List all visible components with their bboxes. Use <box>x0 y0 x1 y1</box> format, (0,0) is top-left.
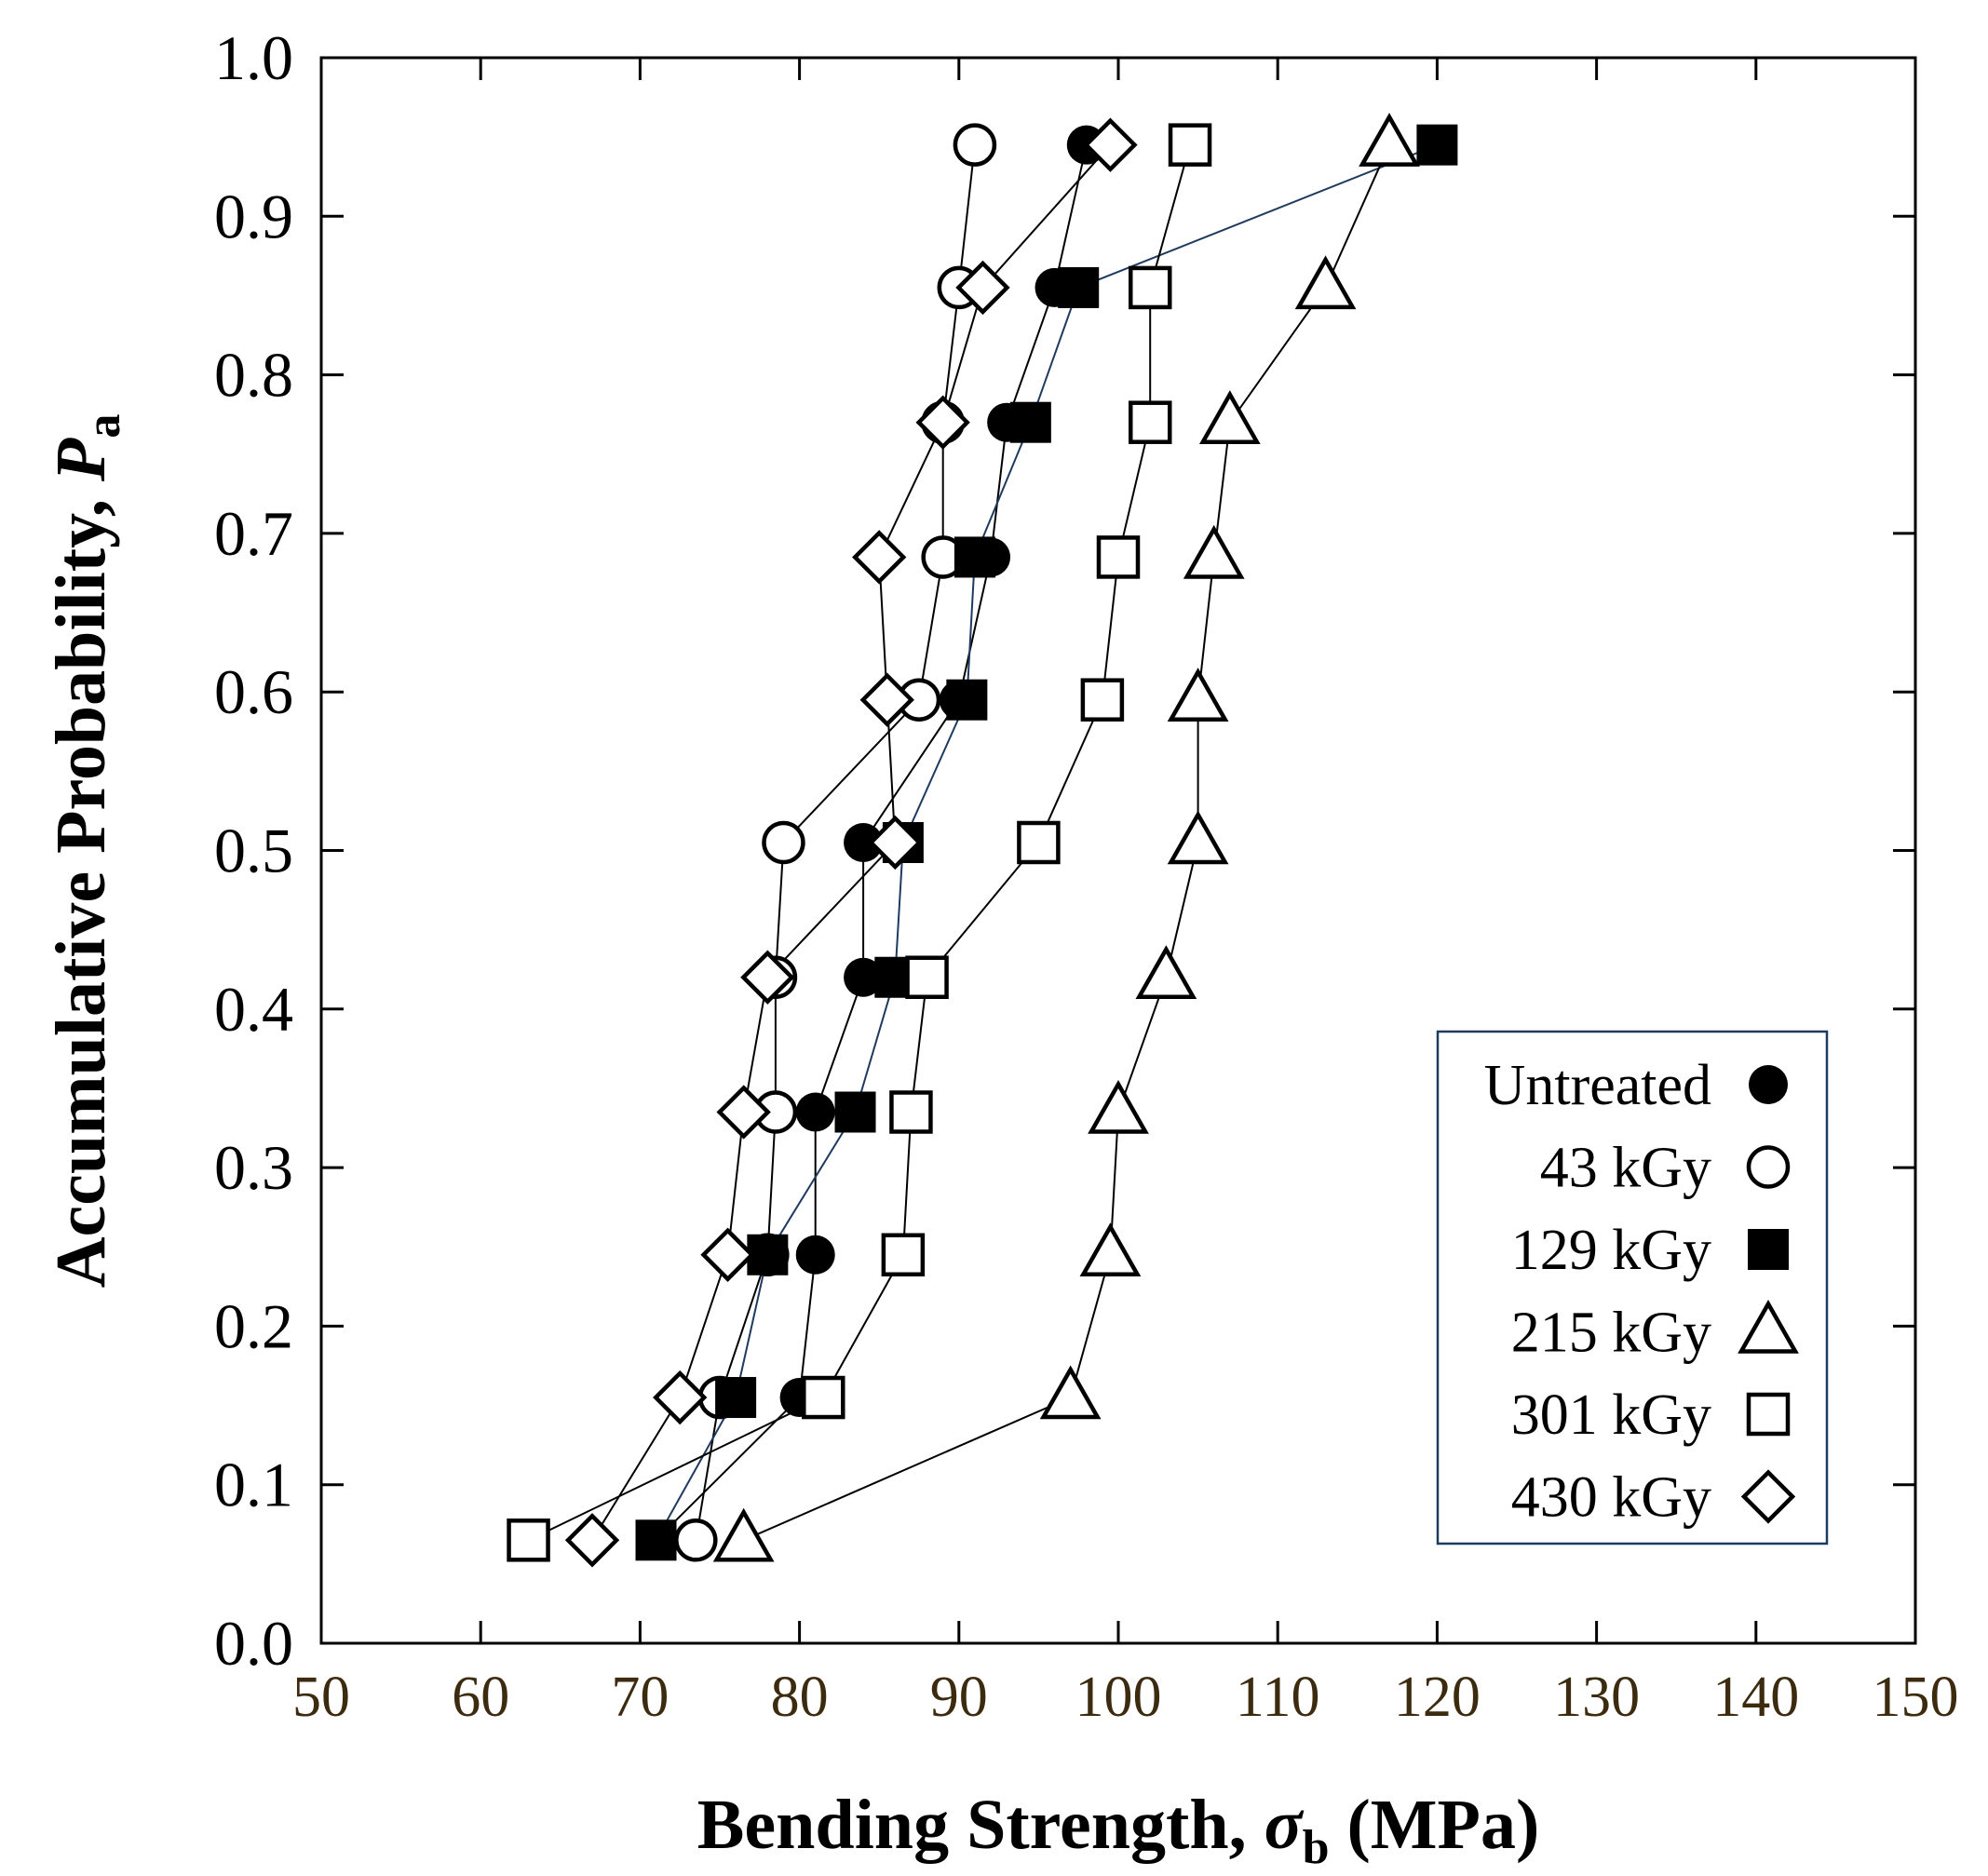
data-point <box>740 950 795 1005</box>
legend-marker <box>1749 1065 1788 1104</box>
x-tick-label: 80 <box>771 1666 829 1729</box>
data-point <box>1017 820 1061 865</box>
x-tick-label: 90 <box>930 1666 988 1729</box>
y-tick-label: 0.5 <box>214 816 293 886</box>
data-point <box>1009 401 1051 443</box>
legend-label: 43 kGy <box>1540 1137 1711 1200</box>
legend-box <box>1436 1030 1829 1545</box>
data-point <box>1079 1222 1142 1277</box>
legend-label: 430 kGy <box>1511 1466 1711 1530</box>
x-tick-label: 70 <box>611 1666 669 1729</box>
data-point <box>1167 668 1229 722</box>
y-tick-label: 0.8 <box>214 340 293 411</box>
data-point <box>1183 524 1245 579</box>
data-point <box>889 1090 933 1134</box>
series-line-43-kgy <box>695 144 976 1541</box>
data-point <box>507 1518 550 1562</box>
legend-label: 215 kGy <box>1511 1302 1711 1365</box>
data-point <box>1096 535 1141 579</box>
x-tick-label: 100 <box>1075 1666 1162 1729</box>
data-point <box>1198 390 1261 444</box>
series-301-kgy <box>507 123 1212 1562</box>
data-point <box>844 957 884 997</box>
data-point <box>653 1370 708 1425</box>
data-point <box>915 395 970 450</box>
x-tick-label: 120 <box>1394 1666 1481 1729</box>
data-point <box>700 1227 755 1282</box>
data-point <box>1088 1079 1149 1134</box>
data-point <box>1294 255 1357 310</box>
legend: Untreated 43 kGy 129 kGy 215 kGy 301 kGy 430 … <box>1436 1030 1829 1545</box>
data-point <box>834 1091 876 1133</box>
legend-label: 129 kGy <box>1511 1219 1711 1282</box>
series-43-kgy <box>674 123 997 1562</box>
data-point <box>1083 117 1138 172</box>
data-point <box>564 1513 620 1568</box>
series-215-kgy <box>712 113 1420 1562</box>
data-point <box>1168 123 1212 167</box>
y-tick-label: 0.2 <box>214 1290 293 1361</box>
data-point <box>1128 265 1172 310</box>
axis-ticks: 50 60 70 80 90 100 110 120 130 140 150 0.0 0.1 0.2 0.3… <box>214 22 1959 1729</box>
data-point <box>635 1519 677 1561</box>
legend-label: Untreated <box>1484 1054 1711 1117</box>
data-point <box>868 815 923 871</box>
data-point <box>905 955 949 999</box>
legend-marker <box>1746 1392 1791 1437</box>
data-point <box>946 679 988 721</box>
y-tick-label: 0.9 <box>214 181 293 251</box>
x-tick-label: 110 <box>1236 1666 1320 1729</box>
data-point <box>795 1235 835 1275</box>
legend-marker <box>1740 1469 1796 1524</box>
y-tick-label: 0.6 <box>214 656 293 727</box>
x-tick-label: 60 <box>452 1666 509 1729</box>
series-markers <box>507 113 1458 1568</box>
y-tick-label: 0.7 <box>214 498 293 569</box>
data-point <box>953 123 997 167</box>
data-point <box>844 822 884 862</box>
legend-entries: Untreated 43 kGy 129 kGy 215 kGy 301 kGy 430 … <box>1484 1054 1799 1530</box>
data-point <box>1416 124 1458 166</box>
data-point <box>715 1377 757 1419</box>
x-axis-title: Bending Strength, σb (MPa) <box>697 1786 1540 1874</box>
y-tick-label: 0.4 <box>214 974 293 1045</box>
data-point <box>1039 1365 1102 1420</box>
x-tick-label: 50 <box>292 1666 350 1729</box>
data-point <box>674 1518 718 1562</box>
y-tick-label: 0.0 <box>214 1608 293 1679</box>
data-point <box>762 820 805 865</box>
legend-marker <box>1738 1299 1799 1354</box>
data-point <box>852 530 907 585</box>
data-point <box>1058 266 1100 308</box>
data-point <box>1359 113 1420 167</box>
data-point <box>1167 810 1229 865</box>
data-point <box>1128 400 1172 444</box>
y-axis-title: Accumulative Probability, Pa <box>42 414 130 1289</box>
y-tick-label: 1.0 <box>214 22 293 93</box>
legend-label: 301 kGy <box>1511 1383 1711 1447</box>
data-point <box>955 260 1010 316</box>
data-point <box>953 536 995 578</box>
legend-marker <box>1746 1145 1791 1189</box>
data-point <box>1080 678 1125 722</box>
data-point <box>716 1085 771 1140</box>
data-point <box>881 1233 926 1277</box>
x-tick-label: 140 <box>1712 1666 1799 1729</box>
data-point <box>712 1507 775 1562</box>
y-tick-label: 0.1 <box>214 1450 293 1520</box>
series-129-kgy <box>635 124 1458 1561</box>
series-430-kgy <box>564 117 1138 1568</box>
x-tick-label: 150 <box>1873 1666 1959 1729</box>
legend-marker <box>1748 1229 1789 1270</box>
y-tick-label: 0.3 <box>214 1132 293 1203</box>
data-point <box>859 672 914 727</box>
data-point <box>1135 945 1197 999</box>
x-tick-label: 130 <box>1553 1666 1640 1729</box>
series-lines <box>528 143 1438 1542</box>
data-point <box>802 1375 845 1420</box>
series-line-215-kgy <box>743 144 1390 1542</box>
data-point <box>795 1092 835 1132</box>
